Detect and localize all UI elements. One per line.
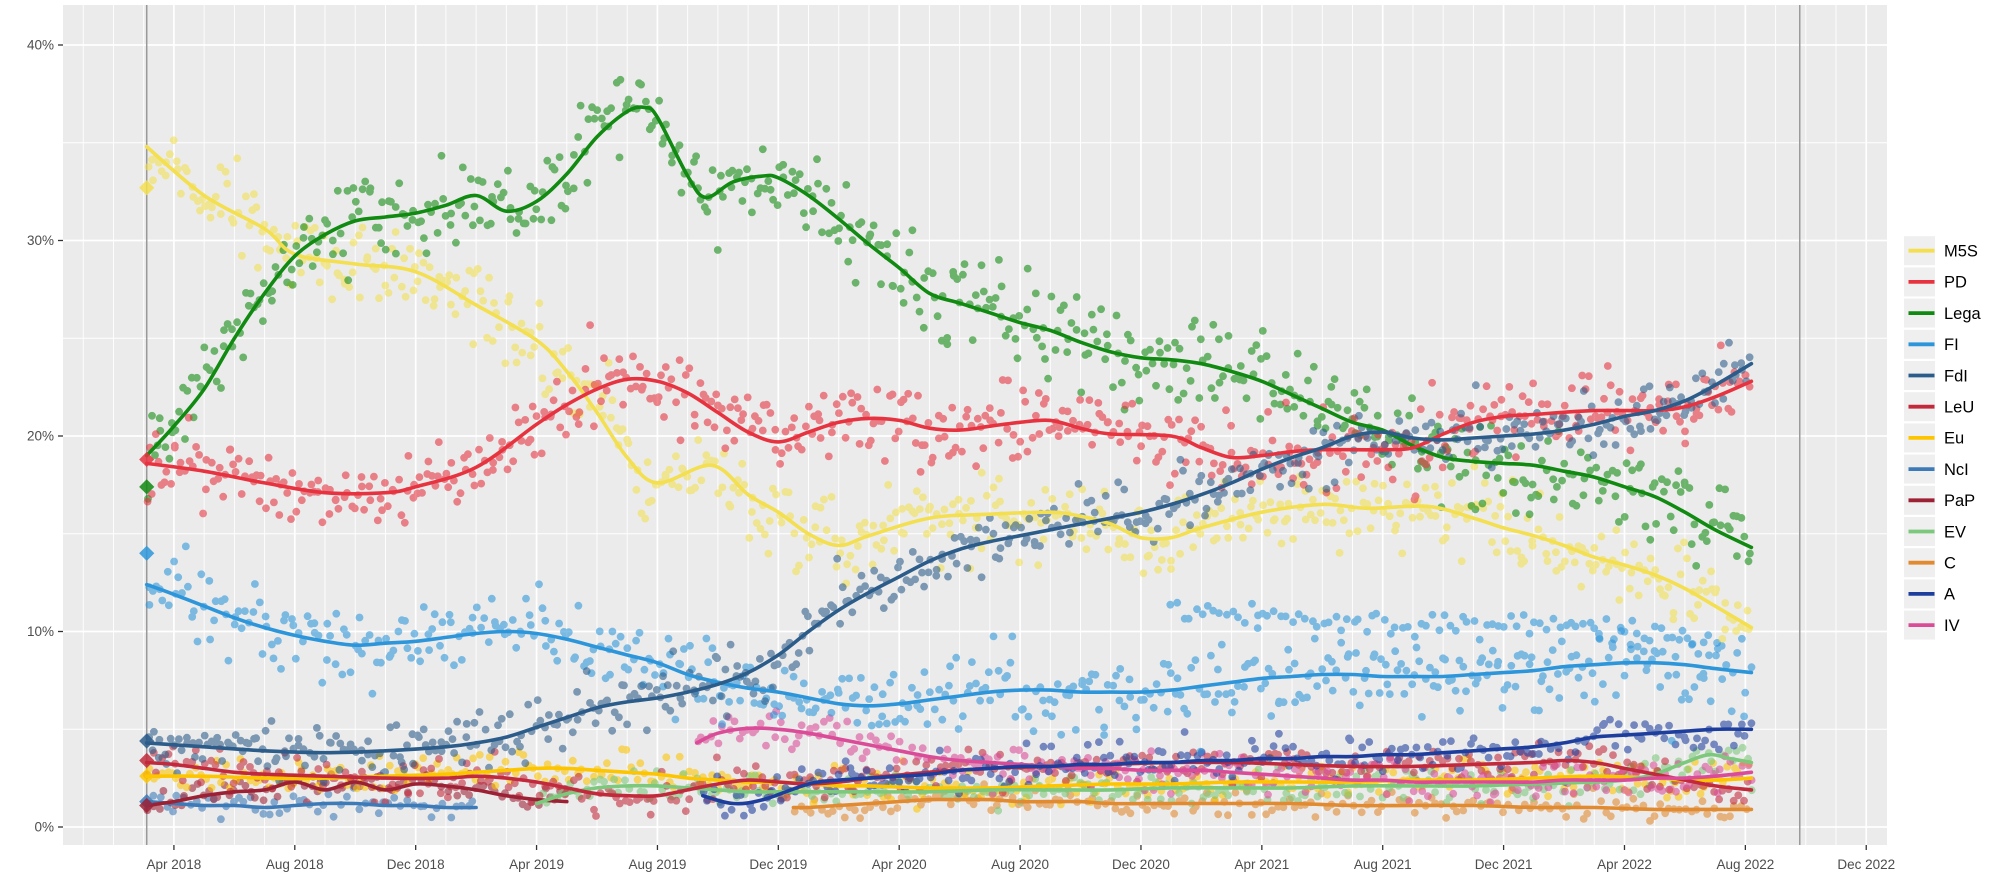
legend-label-nci: NcI — [1944, 461, 1969, 479]
dots-pd — [143, 321, 1754, 527]
trend-line-fdi — [144, 361, 1754, 755]
election-result-diamond-m5s — [139, 180, 155, 196]
legend-item-ev: EV — [1904, 517, 1966, 546]
x-tick-label: Apr 2018 — [147, 857, 202, 872]
trend-line-leu — [144, 758, 1754, 799]
legend-item-fi: FI — [1904, 329, 1959, 359]
x-tick-label: Dec 2018 — [387, 857, 445, 872]
axes: 0% 10% 20% 30% 40% Apr 2018 Aug 2018 Dec 2018 Ap… — [27, 38, 1895, 873]
legend-item-eu: Eu — [1904, 423, 1964, 453]
x-tick-label: Aug 2019 — [629, 857, 687, 872]
legend-label-c: C — [1944, 555, 1956, 573]
y-tick-label: 30% — [27, 233, 54, 248]
legend-label-a: A — [1944, 586, 1955, 604]
legend-label-iv: IV — [1944, 617, 1960, 635]
legend-label-ev: EV — [1944, 523, 1966, 541]
election-2018-result-markers — [139, 180, 155, 814]
legend-item-leu: LeU — [1904, 392, 1974, 422]
legend-item-a: A — [1904, 579, 1955, 609]
x-tick-label: Dec 2019 — [749, 857, 807, 872]
legend-item-lega: Lega — [1904, 298, 1982, 328]
x-tick-label: Apr 2021 — [1234, 857, 1289, 872]
x-tick-label: Aug 2020 — [991, 857, 1049, 872]
dots-lega — [144, 75, 1754, 570]
legend-item-nci: NcI — [1904, 454, 1969, 484]
legend-label-m5s: M5S — [1944, 243, 1978, 261]
legend-label-fdi: FdI — [1944, 367, 1968, 385]
legend-label-leu: LeU — [1944, 399, 1974, 417]
election-result-diamond-lega — [139, 479, 155, 495]
trend-line-a — [701, 727, 1754, 806]
trend-line-lega — [144, 105, 1754, 550]
legend-label-lega: Lega — [1944, 305, 1982, 323]
legend-label-pd: PD — [1944, 274, 1967, 292]
legend-label-fi: FI — [1944, 336, 1959, 354]
election-result-diamond-fdi — [139, 733, 155, 749]
y-tick-label: 10% — [27, 624, 54, 639]
x-tick-label: Apr 2019 — [509, 857, 564, 872]
trend-line-c — [791, 797, 1754, 812]
legend-item-pap: PaP — [1904, 485, 1975, 515]
trend-line-nci — [144, 799, 478, 810]
election-result-diamond-eu — [139, 768, 155, 784]
x-tick-label: Apr 2022 — [1597, 857, 1652, 872]
x-tick-label: Aug 2021 — [1354, 857, 1412, 872]
election-result-diamond-leu — [139, 752, 155, 769]
x-tick-label: Dec 2021 — [1475, 857, 1533, 872]
x-tick-label: Apr 2020 — [872, 857, 927, 872]
trend-line-pd — [144, 376, 1754, 496]
trend-line-fi — [144, 582, 1754, 708]
x-tick-label: Aug 2018 — [266, 857, 324, 872]
legend-item-fdi: FdI — [1904, 361, 1968, 390]
x-tick-label: Dec 2020 — [1112, 857, 1170, 872]
trend-line-m5s — [144, 144, 1754, 630]
gridlines — [63, 5, 1887, 845]
legend-item-c: C — [1904, 548, 1956, 578]
legend-item-m5s: M5S — [1904, 236, 1978, 266]
election-result-diamond-fi — [139, 545, 155, 561]
legend-label-eu: Eu — [1944, 430, 1964, 448]
election-result-diamond-pap — [139, 797, 155, 814]
legend-item-iv: IV — [1904, 610, 1960, 640]
legend-item-pd: PD — [1904, 267, 1967, 297]
y-tick-label: 20% — [27, 429, 54, 444]
y-tick-label: 0% — [34, 820, 54, 835]
x-tick-label: Aug 2022 — [1716, 857, 1774, 872]
trend-line-pap — [144, 780, 569, 808]
y-tick-label: 40% — [27, 38, 54, 53]
legend: M5S PD Lega FI FdI LeU Eu NcI PaP EV CA IV — [1904, 236, 1982, 640]
x-tick-label: Dec 2022 — [1837, 857, 1895, 872]
trend-lines — [144, 105, 1754, 812]
election-result-diamond-pd — [139, 451, 155, 468]
trend-line-iv — [694, 726, 1754, 784]
legend-label-pap: PaP — [1944, 492, 1975, 510]
